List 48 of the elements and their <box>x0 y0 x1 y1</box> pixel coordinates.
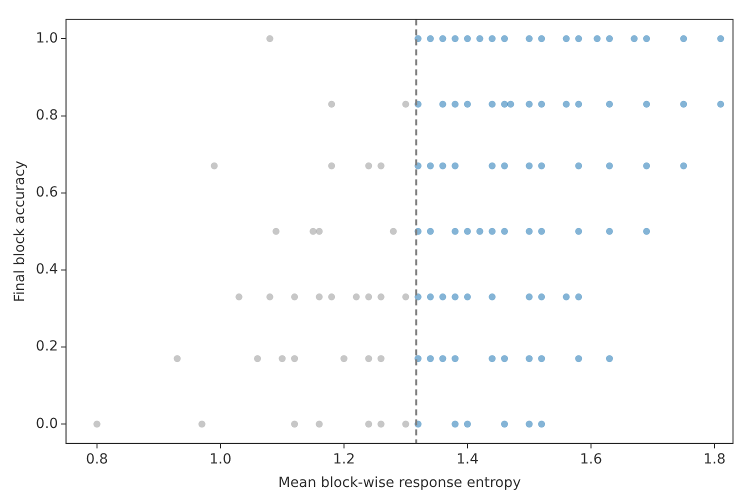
point <box>328 162 336 170</box>
point <box>365 355 372 362</box>
point <box>365 420 372 428</box>
point <box>402 420 410 428</box>
y-tick-label: 0.0 <box>36 416 58 432</box>
y-axis-title: Final block accuracy <box>12 160 28 302</box>
point <box>266 35 274 42</box>
y-tick-label: 0.8 <box>36 107 58 124</box>
x-tick-label: 1.4 <box>456 451 479 468</box>
point <box>291 420 298 428</box>
point <box>352 293 360 300</box>
x-tick-label: 1.0 <box>209 451 232 468</box>
point <box>365 162 372 170</box>
point <box>254 355 261 362</box>
point <box>378 355 385 362</box>
y-tick-label: 1.0 <box>36 30 58 46</box>
point <box>235 293 242 300</box>
x-tick-label: 1.6 <box>580 451 602 468</box>
y-tick-label: 0.2 <box>36 338 58 355</box>
x-tick-label: 0.8 <box>86 451 108 468</box>
y-tick-label: 0.4 <box>36 262 58 278</box>
point <box>402 100 410 108</box>
point <box>378 162 385 170</box>
point <box>328 100 336 108</box>
point <box>278 355 286 362</box>
x-tick-label: 1.2 <box>332 451 356 468</box>
point <box>93 420 100 428</box>
point <box>365 293 372 300</box>
point <box>174 355 181 362</box>
point <box>390 228 397 235</box>
point <box>316 420 323 428</box>
point <box>402 293 410 300</box>
point <box>291 293 298 300</box>
point <box>316 293 323 300</box>
point <box>328 293 336 300</box>
point <box>340 355 348 362</box>
point <box>378 420 385 428</box>
y-tick-label: 0.6 <box>36 184 58 200</box>
point <box>378 293 385 300</box>
point <box>291 355 298 362</box>
point <box>266 293 274 300</box>
point <box>316 228 323 235</box>
point <box>272 228 280 235</box>
point <box>310 228 317 235</box>
point <box>210 162 218 170</box>
x-axis-title: Mean block-wise response entropy <box>278 475 521 492</box>
point <box>198 420 206 428</box>
x-tick-label: 1.8 <box>703 451 726 468</box>
